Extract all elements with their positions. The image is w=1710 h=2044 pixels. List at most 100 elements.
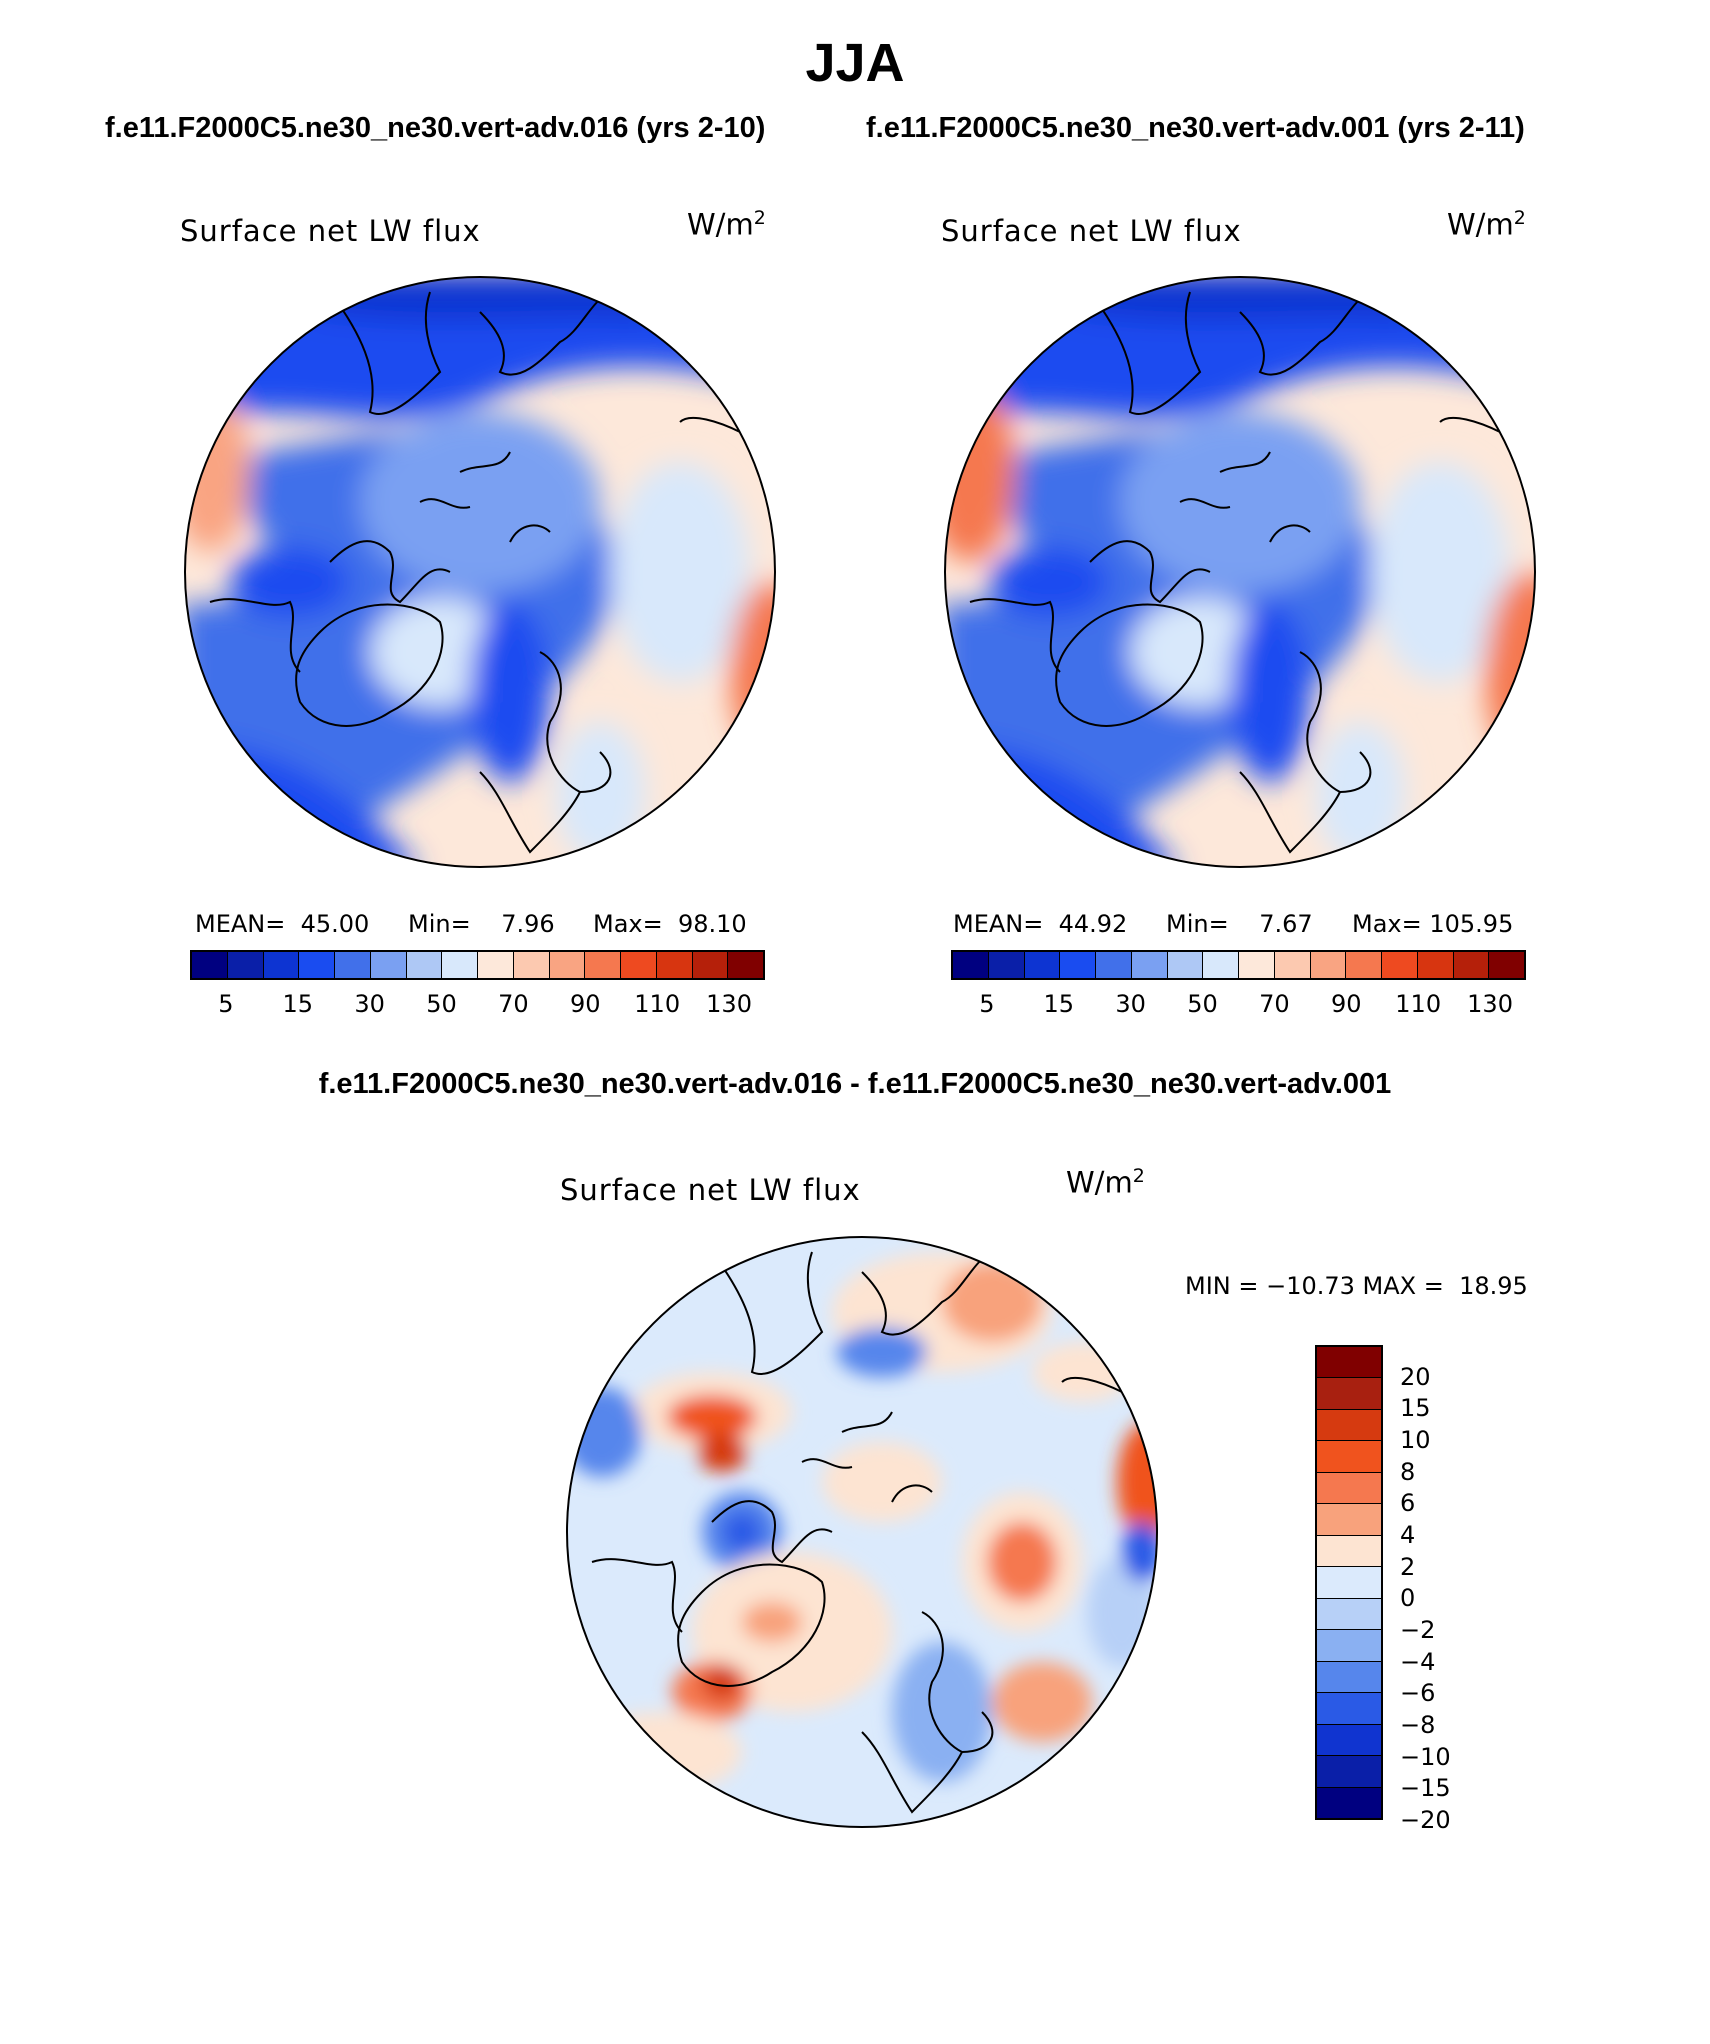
right-colorbar-tick-label: 130 bbox=[1467, 990, 1513, 1018]
right-colorbar-segment bbox=[1239, 952, 1275, 978]
difference-colorbar-tick-label: 10 bbox=[1400, 1426, 1431, 1454]
left-colorbar-segment bbox=[370, 952, 407, 978]
right-colorbar-segment bbox=[1096, 952, 1132, 978]
left-colorbar-tick-label: 50 bbox=[426, 990, 457, 1018]
left-colorbar-segment bbox=[227, 952, 264, 978]
left-colorbar-tick-label: 5 bbox=[218, 990, 234, 1018]
difference-colorbar-segment bbox=[1317, 1472, 1381, 1505]
difference-colorbar bbox=[1315, 1345, 1383, 1820]
left-colorbar-tick-label: 110 bbox=[634, 990, 681, 1018]
left-panel-variable-label: Surface net LW flux bbox=[180, 214, 481, 248]
left-panel-units: W/m2 bbox=[687, 207, 766, 242]
right-colorbar-tick-label: 110 bbox=[1395, 990, 1442, 1018]
difference-panel-variable-label: Surface net LW flux bbox=[560, 1173, 861, 1207]
left-colorbar-ticks: 5 15 30 50 70 90 110 130 bbox=[190, 990, 765, 1020]
left-colorbar-segment bbox=[335, 952, 371, 978]
right-colorbar-segment bbox=[1024, 952, 1061, 978]
right-colorbar-tick-label: 50 bbox=[1187, 990, 1218, 1018]
left-colorbar-tick-label: 15 bbox=[282, 990, 314, 1018]
left-plot-title: f.e11.F2000C5.ne30_ne30.vert-adv.016 (yr… bbox=[105, 112, 766, 144]
left-colorbar-segment bbox=[406, 952, 443, 978]
right-colorbar-segment bbox=[1203, 952, 1239, 978]
left-colorbar-segment bbox=[478, 952, 514, 978]
difference-colorbar-segment bbox=[1317, 1378, 1381, 1410]
left-colorbar-segment bbox=[656, 952, 693, 978]
right-colorbar-tick-label: 15 bbox=[1043, 990, 1075, 1018]
difference-colorbar-tick-label: −8 bbox=[1400, 1711, 1436, 1739]
difference-colorbar-segment bbox=[1317, 1441, 1381, 1473]
difference-colorbar-segment bbox=[1317, 1598, 1381, 1631]
right-colorbar-segment bbox=[1382, 952, 1418, 978]
difference-panel-units: W/m2 bbox=[1066, 1165, 1145, 1200]
right-colorbar-tick-label: 5 bbox=[979, 990, 995, 1018]
difference-panel-minmax: MIN = −10.73 MAX = 18.95 bbox=[1185, 1272, 1528, 1300]
left-panel-min: Min= 7.96 bbox=[408, 910, 555, 938]
left-colorbar-segment bbox=[513, 952, 550, 978]
right-panel-max: Max= 105.95 bbox=[1352, 910, 1514, 938]
left-colorbar-segment bbox=[299, 952, 335, 978]
left-colorbar bbox=[190, 950, 765, 980]
difference-colorbar-tick-label: −10 bbox=[1400, 1742, 1451, 1771]
difference-colorbar-segment bbox=[1317, 1630, 1381, 1662]
left-panel-mean: MEAN= 45.00 bbox=[195, 910, 370, 938]
left-panel-max: Max= 98.10 bbox=[593, 910, 747, 938]
right-plot-title: f.e11.F2000C5.ne30_ne30.vert-adv.001 (yr… bbox=[866, 112, 1525, 144]
left-colorbar-tick-label: 130 bbox=[706, 990, 752, 1018]
right-colorbar bbox=[951, 950, 1526, 980]
difference-colorbar-tick-label: 15 bbox=[1400, 1394, 1431, 1423]
difference-colorbar-segment bbox=[1317, 1787, 1381, 1819]
left-colorbar-segment bbox=[442, 952, 478, 978]
left-colorbar-segment bbox=[621, 952, 657, 978]
main-title: JJA bbox=[805, 33, 905, 93]
difference-colorbar-tick-label: −4 bbox=[1400, 1647, 1436, 1676]
difference-polar-map bbox=[566, 1236, 1158, 1828]
right-colorbar-tick-label: 70 bbox=[1259, 990, 1290, 1018]
right-colorbar-segment bbox=[1346, 952, 1382, 978]
left-colorbar-segment bbox=[263, 952, 300, 978]
left-colorbar-tick-label: 30 bbox=[354, 990, 385, 1018]
difference-colorbar-segment bbox=[1317, 1693, 1381, 1725]
difference-colorbar-tick-label: −20 bbox=[1400, 1806, 1451, 1834]
difference-colorbar-segment bbox=[1317, 1504, 1381, 1536]
right-colorbar-segment bbox=[1417, 952, 1454, 978]
right-colorbar-segment bbox=[1453, 952, 1490, 978]
right-panel-units: W/m2 bbox=[1447, 207, 1526, 242]
left-polar-map bbox=[184, 276, 776, 868]
left-colorbar-tick-label: 90 bbox=[570, 990, 601, 1018]
right-colorbar-tick-label: 90 bbox=[1331, 990, 1362, 1018]
left-colorbar-segment bbox=[692, 952, 729, 978]
difference-colorbar-segment bbox=[1317, 1724, 1381, 1757]
difference-colorbar-ticks: 20 15 10 8 6 4 2 0 −2 −4 −6 −8 −10 −15 −20 bbox=[1400, 1345, 1500, 1832]
left-colorbar-segment bbox=[549, 952, 586, 978]
difference-colorbar-segment bbox=[1317, 1661, 1381, 1694]
difference-colorbar-tick-label: 2 bbox=[1400, 1552, 1416, 1581]
difference-colorbar-tick-label: 4 bbox=[1400, 1521, 1416, 1549]
right-panel-min: Min= 7.67 bbox=[1166, 910, 1313, 938]
left-colorbar-segment bbox=[192, 952, 228, 978]
left-colorbar-segment bbox=[728, 952, 763, 978]
right-colorbar-segment bbox=[953, 952, 989, 978]
left-colorbar-segment bbox=[585, 952, 621, 978]
right-colorbar-tick-label: 30 bbox=[1115, 990, 1146, 1018]
difference-colorbar-tick-label: 20 bbox=[1400, 1362, 1431, 1391]
difference-colorbar-tick-label: 8 bbox=[1400, 1457, 1416, 1486]
difference-colorbar-segment bbox=[1317, 1756, 1381, 1788]
difference-colorbar-segment bbox=[1317, 1567, 1381, 1599]
difference-colorbar-tick-label: −6 bbox=[1400, 1679, 1436, 1708]
difference-colorbar-tick-label: 0 bbox=[1400, 1584, 1416, 1613]
right-polar-map bbox=[944, 276, 1536, 868]
right-colorbar-segment bbox=[1489, 952, 1524, 978]
difference-colorbar-tick-label: −15 bbox=[1400, 1774, 1451, 1803]
right-colorbar-segment bbox=[1060, 952, 1096, 978]
right-colorbar-ticks: 5 15 30 50 70 90 110 130 bbox=[951, 990, 1526, 1020]
right-panel-variable-label: Surface net LW flux bbox=[941, 214, 1242, 248]
difference-colorbar-segment bbox=[1317, 1535, 1381, 1568]
right-colorbar-segment bbox=[988, 952, 1025, 978]
difference-plot-title: f.e11.F2000C5.ne30_ne30.vert-adv.016 - f… bbox=[318, 1068, 1392, 1100]
right-colorbar-segment bbox=[1274, 952, 1311, 978]
right-colorbar-segment bbox=[1131, 952, 1168, 978]
difference-colorbar-tick-label: 6 bbox=[1400, 1489, 1416, 1518]
right-colorbar-segment bbox=[1167, 952, 1204, 978]
left-colorbar-tick-label: 70 bbox=[498, 990, 529, 1018]
difference-colorbar-tick-label: −2 bbox=[1400, 1616, 1436, 1644]
